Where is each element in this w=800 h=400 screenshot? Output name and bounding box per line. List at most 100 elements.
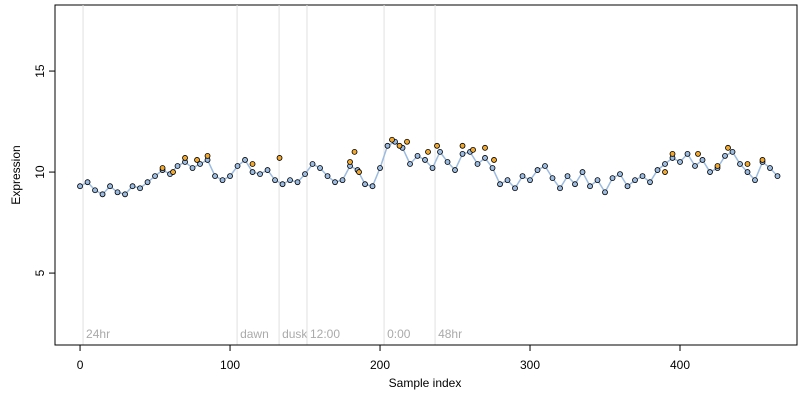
data-point — [99, 191, 106, 198]
data-point — [279, 181, 286, 188]
data-point — [302, 171, 308, 177]
data-point — [609, 175, 616, 182]
data-point — [434, 142, 440, 149]
data-point — [774, 173, 781, 180]
data-point — [684, 150, 691, 157]
data-point — [174, 163, 181, 169]
data-point — [227, 173, 233, 180]
data-point — [422, 157, 428, 163]
data-point — [425, 148, 431, 155]
data-point — [759, 157, 766, 163]
x-tick-label: 100 — [220, 358, 240, 372]
data-point — [654, 167, 661, 173]
data-point — [414, 153, 421, 159]
data-point — [212, 173, 218, 180]
data-point — [695, 150, 701, 157]
data-point — [276, 155, 283, 161]
data-point — [407, 161, 413, 167]
data-point — [504, 177, 511, 184]
x-tick-label: 0 — [77, 358, 84, 372]
data-point — [632, 177, 638, 184]
data-point — [519, 173, 526, 180]
y-tick-label: 5 — [33, 269, 47, 276]
data-point — [557, 185, 563, 192]
data-point — [725, 144, 731, 151]
data-point — [491, 157, 497, 163]
data-point — [707, 169, 713, 175]
data-point — [744, 161, 751, 167]
data-point — [474, 161, 481, 167]
data-point — [647, 179, 653, 186]
data-point — [144, 179, 151, 186]
data-point — [356, 169, 362, 175]
data-point — [264, 167, 271, 173]
annotation-label: dusk — [282, 327, 308, 341]
data-point — [84, 179, 91, 186]
data-point — [219, 177, 226, 184]
data-point — [437, 148, 443, 155]
data-point — [347, 159, 353, 165]
data-point — [396, 142, 403, 149]
data-point — [542, 163, 548, 169]
data-point — [444, 159, 451, 165]
data-point — [332, 179, 338, 186]
data-point — [482, 144, 488, 151]
data-point — [170, 169, 176, 175]
data-point — [767, 165, 773, 171]
data-point — [389, 136, 395, 143]
data-point — [77, 183, 83, 190]
data-point — [497, 181, 503, 188]
data-point — [587, 183, 593, 190]
x-tick-label: 400 — [670, 358, 690, 372]
data-point — [324, 173, 331, 180]
data-point — [470, 146, 476, 153]
data-point — [572, 181, 578, 188]
data-point — [242, 157, 248, 163]
data-point — [384, 142, 391, 149]
data-point — [564, 173, 571, 180]
annotation-label: 48hr — [438, 327, 462, 341]
data-point — [194, 157, 200, 163]
data-point — [677, 159, 683, 165]
data-point — [114, 189, 121, 196]
data-point — [737, 161, 743, 167]
data-point — [549, 175, 556, 182]
data-point — [107, 183, 113, 190]
data-point — [129, 183, 136, 190]
series-line — [79, 140, 779, 196]
data-point — [459, 142, 466, 149]
data-point — [752, 177, 758, 184]
annotation-label: dawn — [240, 327, 269, 341]
data-point — [669, 150, 676, 157]
data-point — [309, 161, 316, 167]
annotation-label: 0:00 — [387, 327, 411, 341]
data-point — [189, 165, 196, 171]
annotation-label: 12:00 — [310, 327, 340, 341]
x-axis-label: Sample index — [389, 376, 462, 390]
y-tick-label: 15 — [33, 64, 47, 78]
data-point — [204, 153, 211, 159]
data-point — [404, 138, 410, 145]
data-point — [257, 171, 263, 177]
data-point — [369, 183, 376, 190]
data-point — [351, 148, 358, 155]
data-point — [512, 185, 518, 192]
data-point — [287, 177, 293, 184]
data-point — [722, 153, 728, 159]
data-point — [662, 169, 668, 175]
data-point — [234, 163, 241, 169]
annotation-label: 24hr — [86, 327, 110, 341]
data-point — [317, 165, 323, 171]
data-point — [137, 185, 143, 192]
data-point — [429, 165, 436, 171]
data-point — [197, 161, 203, 167]
data-point — [602, 189, 608, 196]
data-point — [159, 165, 166, 171]
data-point — [579, 169, 586, 175]
data-point — [294, 179, 301, 186]
data-point — [699, 157, 706, 163]
data-point — [594, 177, 601, 184]
data-point — [152, 173, 158, 180]
data-point — [639, 173, 646, 180]
